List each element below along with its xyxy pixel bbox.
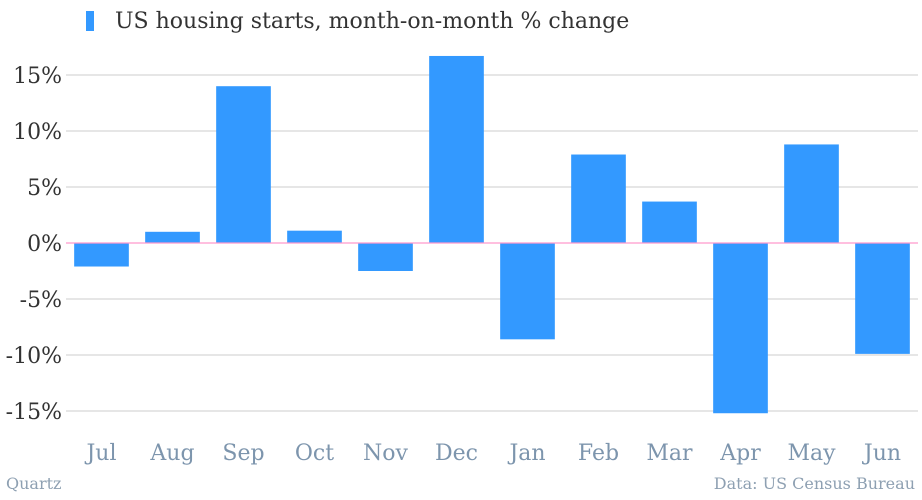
x-tick-label: Dec bbox=[435, 441, 478, 466]
bar-mar bbox=[642, 201, 697, 243]
bar-jul bbox=[74, 243, 129, 267]
legend-swatch bbox=[86, 11, 94, 31]
x-tick-label: Nov bbox=[363, 441, 408, 466]
source-label: Data: US Census Bureau bbox=[713, 474, 915, 493]
grid-lines bbox=[66, 74, 918, 412]
x-tick-label: Jan bbox=[507, 441, 545, 466]
x-axis-ticks: Jul Aug Sep Oct Nov Dec Jan Feb Mar Apr May Jun bbox=[84, 441, 901, 466]
legend: US housing starts, month-on-month % chan… bbox=[86, 6, 629, 36]
bar-jun bbox=[855, 243, 910, 354]
y-tick-label: 10% bbox=[13, 120, 62, 145]
bar-nov bbox=[358, 243, 413, 271]
y-axis-ticks: 15% 10% 5% 0% -5% -10% -15% bbox=[6, 64, 62, 425]
y-tick-label: -10% bbox=[6, 344, 62, 369]
x-tick-label: Mar bbox=[646, 441, 693, 466]
x-tick-label: Oct bbox=[295, 441, 334, 466]
legend-label: US housing starts, month-on-month % chan… bbox=[115, 8, 630, 34]
y-tick-label: 15% bbox=[13, 64, 62, 89]
bar-aug bbox=[145, 231, 200, 243]
bar-sep bbox=[216, 86, 271, 243]
bar-feb bbox=[571, 154, 626, 243]
y-tick-label: -5% bbox=[20, 288, 62, 313]
x-tick-label: Feb bbox=[578, 441, 619, 466]
bar-oct bbox=[287, 230, 342, 243]
bar-jan bbox=[500, 243, 555, 340]
bar-apr bbox=[713, 243, 768, 414]
bar-may bbox=[784, 144, 839, 243]
y-tick-label: 0% bbox=[27, 232, 62, 257]
bar-dec bbox=[429, 55, 484, 244]
y-tick-label: -15% bbox=[6, 400, 62, 425]
x-tick-label: Aug bbox=[149, 441, 194, 466]
x-tick-label: Jul bbox=[84, 441, 116, 466]
x-tick-label: Jun bbox=[862, 441, 901, 466]
credit-label: Quartz bbox=[6, 474, 62, 493]
bars bbox=[74, 55, 910, 414]
x-tick-label: Sep bbox=[222, 441, 264, 466]
y-tick-label: 5% bbox=[27, 176, 62, 201]
x-tick-label: Apr bbox=[719, 441, 761, 466]
x-tick-label: May bbox=[787, 441, 836, 466]
